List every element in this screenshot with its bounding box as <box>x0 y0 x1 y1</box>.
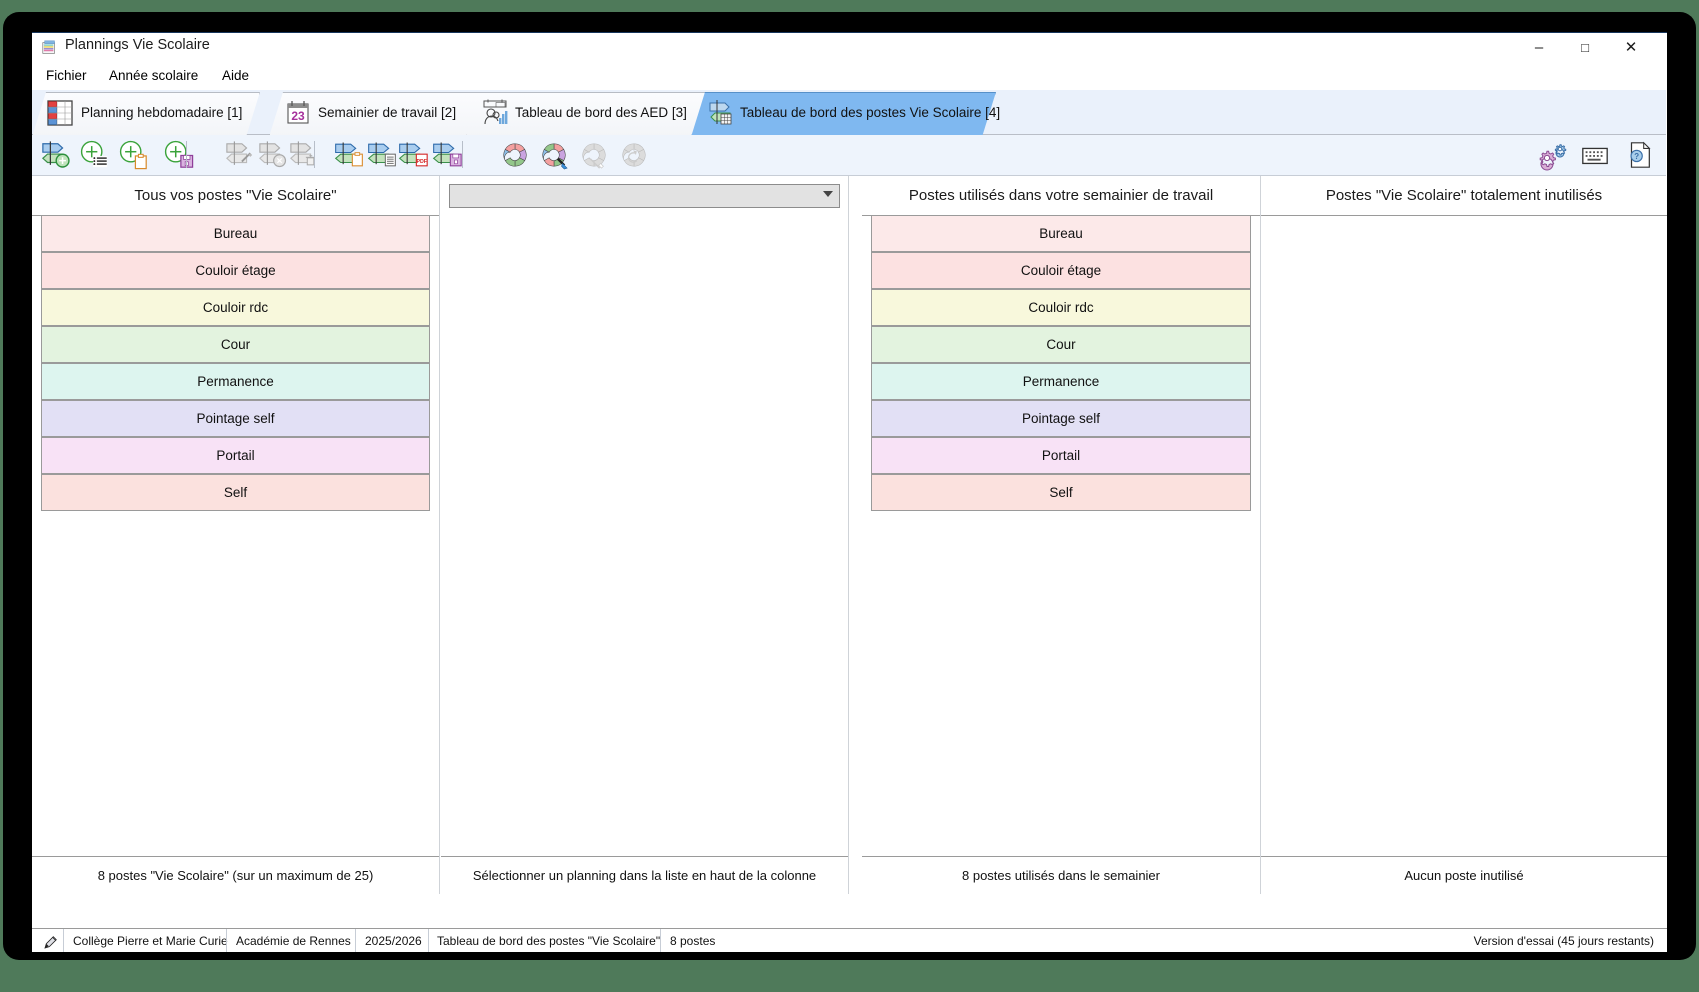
svg-text:PDF: PDF <box>417 159 428 165</box>
svg-text:23: 23 <box>291 109 305 123</box>
svg-text:?: ? <box>1634 152 1639 161</box>
